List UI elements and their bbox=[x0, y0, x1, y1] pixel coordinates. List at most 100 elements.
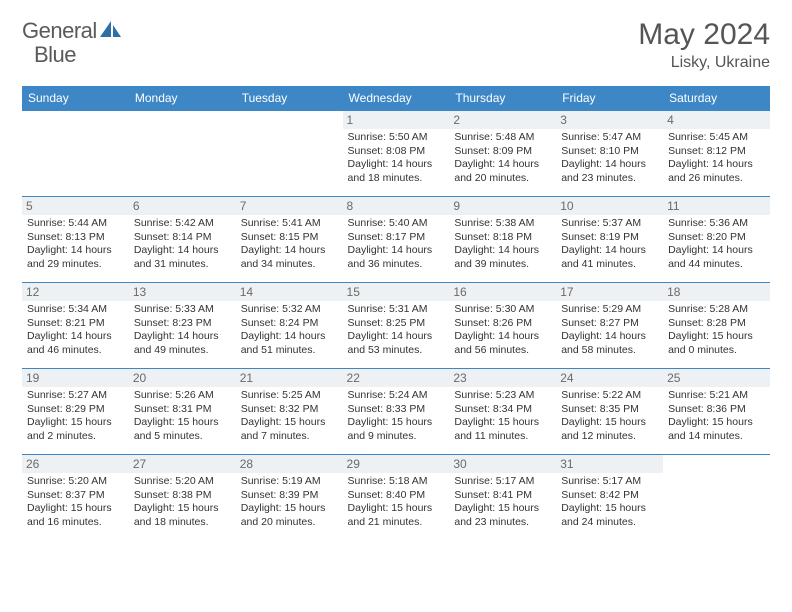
day-details: Sunrise: 5:34 AMSunset: 8:21 PMDaylight:… bbox=[27, 303, 124, 358]
day-details: Sunrise: 5:30 AMSunset: 8:26 PMDaylight:… bbox=[454, 303, 551, 358]
calendar-day-cell: 16 Sunrise: 5:30 AMSunset: 8:26 PMDayligh… bbox=[449, 283, 556, 369]
title-block: May 2024 Lisky, Ukraine bbox=[638, 18, 770, 72]
calendar-day-cell: 10 Sunrise: 5:37 AMSunset: 8:19 PMDayligh… bbox=[556, 197, 663, 283]
calendar-week-row: 5Sunrise: 5:44 AMSunset: 8:13 PMDaylight… bbox=[22, 197, 770, 283]
day-number: 19 bbox=[22, 369, 129, 387]
brand-logo: General bbox=[22, 18, 127, 44]
day-number: 13 bbox=[129, 283, 236, 301]
day-number: 15 bbox=[343, 283, 450, 301]
calendar-day-cell: 20Sunrise: 5:26 AMSunset: 8:31 PMDayligh… bbox=[129, 369, 236, 455]
calendar-day-cell: 15 Sunrise: 5:31 AMSunset: 8:25 PMDayligh… bbox=[343, 283, 450, 369]
weekday-header: Wednesday bbox=[343, 86, 450, 111]
calendar-day-cell: 14Sunrise: 5:32 AMSunset: 8:24 PMDayligh… bbox=[236, 283, 343, 369]
day-details: Sunrise: 5:36 AMSunset: 8:20 PMDaylight:… bbox=[668, 217, 765, 272]
day-details: Sunrise: 5:47 AMSunset: 8:10 PMDaylight:… bbox=[561, 131, 658, 186]
weekday-header: Tuesday bbox=[236, 86, 343, 111]
day-number: 11 bbox=[663, 197, 770, 215]
calendar-day-cell: 31Sunrise: 5:17 AMSunset: 8:42 PMDayligh… bbox=[556, 455, 663, 541]
day-number: 18 bbox=[663, 283, 770, 301]
day-number: 3 bbox=[556, 111, 663, 129]
calendar-day-cell bbox=[129, 111, 236, 197]
brand-name-a: General bbox=[22, 18, 97, 44]
day-details: Sunrise: 5:23 AMSunset: 8:34 PMDaylight:… bbox=[454, 389, 551, 444]
weekday-header: Thursday bbox=[449, 86, 556, 111]
day-number: 5 bbox=[22, 197, 129, 215]
day-number: 22 bbox=[343, 369, 450, 387]
day-details: Sunrise: 5:25 AMSunset: 8:32 PMDaylight:… bbox=[241, 389, 338, 444]
day-details: Sunrise: 5:31 AMSunset: 8:25 PMDaylight:… bbox=[348, 303, 445, 358]
day-number: 8 bbox=[343, 197, 450, 215]
day-details: Sunrise: 5:19 AMSunset: 8:39 PMDaylight:… bbox=[241, 475, 338, 530]
day-number: 25 bbox=[663, 369, 770, 387]
calendar-day-cell: 12 Sunrise: 5:34 AMSunset: 8:21 PMDayligh… bbox=[22, 283, 129, 369]
weekday-header: Monday bbox=[129, 86, 236, 111]
calendar-day-cell: 26Sunrise: 5:20 AMSunset: 8:37 PMDayligh… bbox=[22, 455, 129, 541]
day-details: Sunrise: 5:27 AMSunset: 8:29 PMDaylight:… bbox=[27, 389, 124, 444]
day-number: 2 bbox=[449, 111, 556, 129]
calendar-day-cell bbox=[663, 455, 770, 541]
day-details: Sunrise: 5:48 AMSunset: 8:09 PMDaylight:… bbox=[454, 131, 551, 186]
day-details: Sunrise: 5:37 AMSunset: 8:19 PMDaylight:… bbox=[561, 217, 658, 272]
calendar-day-cell: 17Sunrise: 5:29 AMSunset: 8:27 PMDayligh… bbox=[556, 283, 663, 369]
calendar-day-cell: 23Sunrise: 5:23 AMSunset: 8:34 PMDayligh… bbox=[449, 369, 556, 455]
day-number: 20 bbox=[129, 369, 236, 387]
calendar-day-cell: 21 Sunrise: 5:25 AMSunset: 8:32 PMDayligh… bbox=[236, 369, 343, 455]
page-header: General May 2024 Lisky, Ukraine bbox=[22, 18, 770, 72]
day-number: 6 bbox=[129, 197, 236, 215]
weekday-header: Sunday bbox=[22, 86, 129, 111]
day-details: Sunrise: 5:40 AMSunset: 8:17 PMDaylight:… bbox=[348, 217, 445, 272]
calendar-day-cell: 3 Sunrise: 5:47 AMSunset: 8:10 PMDaylight… bbox=[556, 111, 663, 197]
day-number: 1 bbox=[343, 111, 450, 129]
day-number: 10 bbox=[556, 197, 663, 215]
day-number: 28 bbox=[236, 455, 343, 473]
calendar-day-cell bbox=[22, 111, 129, 197]
calendar-day-cell: 27Sunrise: 5:20 AMSunset: 8:38 PMDayligh… bbox=[129, 455, 236, 541]
calendar-day-cell: 7 Sunrise: 5:41 AMSunset: 8:15 PMDaylight… bbox=[236, 197, 343, 283]
calendar-week-row: 12 Sunrise: 5:34 AMSunset: 8:21 PMDayligh… bbox=[22, 283, 770, 369]
sail-icon bbox=[99, 19, 125, 44]
calendar-day-cell: 18 Sunrise: 5:28 AMSunset: 8:28 PMDayligh… bbox=[663, 283, 770, 369]
calendar-day-cell: 19 Sunrise: 5:27 AMSunset: 8:29 PMDayligh… bbox=[22, 369, 129, 455]
calendar-table: Sunday Monday Tuesday Wednesday Thursday… bbox=[22, 86, 770, 541]
calendar-day-cell: 11 Sunrise: 5:36 AMSunset: 8:20 PMDayligh… bbox=[663, 197, 770, 283]
day-number: 24 bbox=[556, 369, 663, 387]
calendar-day-cell: 1 Sunrise: 5:50 AMSunset: 8:08 PMDaylight… bbox=[343, 111, 450, 197]
day-details: Sunrise: 5:20 AMSunset: 8:38 PMDaylight:… bbox=[134, 475, 231, 530]
day-number: 26 bbox=[22, 455, 129, 473]
day-details: Sunrise: 5:17 AMSunset: 8:41 PMDaylight:… bbox=[454, 475, 551, 530]
brand-name-b: Blue bbox=[34, 42, 76, 68]
day-details: Sunrise: 5:50 AMSunset: 8:08 PMDaylight:… bbox=[348, 131, 445, 186]
location-label: Lisky, Ukraine bbox=[638, 54, 770, 72]
day-number: 16 bbox=[449, 283, 556, 301]
day-number: 21 bbox=[236, 369, 343, 387]
day-details: Sunrise: 5:45 AMSunset: 8:12 PMDaylight:… bbox=[668, 131, 765, 186]
day-details: Sunrise: 5:38 AMSunset: 8:18 PMDaylight:… bbox=[454, 217, 551, 272]
weekday-header: Friday bbox=[556, 86, 663, 111]
day-details: Sunrise: 5:42 AMSunset: 8:14 PMDaylight:… bbox=[134, 217, 231, 272]
day-details: Sunrise: 5:41 AMSunset: 8:15 PMDaylight:… bbox=[241, 217, 338, 272]
calendar-body: 1 Sunrise: 5:50 AMSunset: 8:08 PMDaylight… bbox=[22, 111, 770, 541]
day-number: 29 bbox=[343, 455, 450, 473]
month-title: May 2024 bbox=[638, 18, 770, 52]
day-details: Sunrise: 5:28 AMSunset: 8:28 PMDaylight:… bbox=[668, 303, 765, 358]
day-number: 7 bbox=[236, 197, 343, 215]
day-number: 30 bbox=[449, 455, 556, 473]
calendar-day-cell: 29Sunrise: 5:18 AMSunset: 8:40 PMDayligh… bbox=[343, 455, 450, 541]
day-details: Sunrise: 5:24 AMSunset: 8:33 PMDaylight:… bbox=[348, 389, 445, 444]
day-number: 12 bbox=[22, 283, 129, 301]
calendar-day-cell: 2 Sunrise: 5:48 AMSunset: 8:09 PMDaylight… bbox=[449, 111, 556, 197]
day-details: Sunrise: 5:33 AMSunset: 8:23 PMDaylight:… bbox=[134, 303, 231, 358]
day-number: 17 bbox=[556, 283, 663, 301]
calendar-day-cell: 9 Sunrise: 5:38 AMSunset: 8:18 PMDaylight… bbox=[449, 197, 556, 283]
calendar-day-cell bbox=[236, 111, 343, 197]
calendar-week-row: 19 Sunrise: 5:27 AMSunset: 8:29 PMDayligh… bbox=[22, 369, 770, 455]
day-number: 14 bbox=[236, 283, 343, 301]
weekday-header: Saturday bbox=[663, 86, 770, 111]
calendar-day-cell: 5Sunrise: 5:44 AMSunset: 8:13 PMDaylight… bbox=[22, 197, 129, 283]
day-details: Sunrise: 5:21 AMSunset: 8:36 PMDaylight:… bbox=[668, 389, 765, 444]
calendar-day-cell: 22 Sunrise: 5:24 AMSunset: 8:33 PMDayligh… bbox=[343, 369, 450, 455]
calendar-day-cell: 8 Sunrise: 5:40 AMSunset: 8:17 PMDaylight… bbox=[343, 197, 450, 283]
calendar-week-row: 1 Sunrise: 5:50 AMSunset: 8:08 PMDaylight… bbox=[22, 111, 770, 197]
calendar-day-cell: 6 Sunrise: 5:42 AMSunset: 8:14 PMDaylight… bbox=[129, 197, 236, 283]
day-number: 9 bbox=[449, 197, 556, 215]
